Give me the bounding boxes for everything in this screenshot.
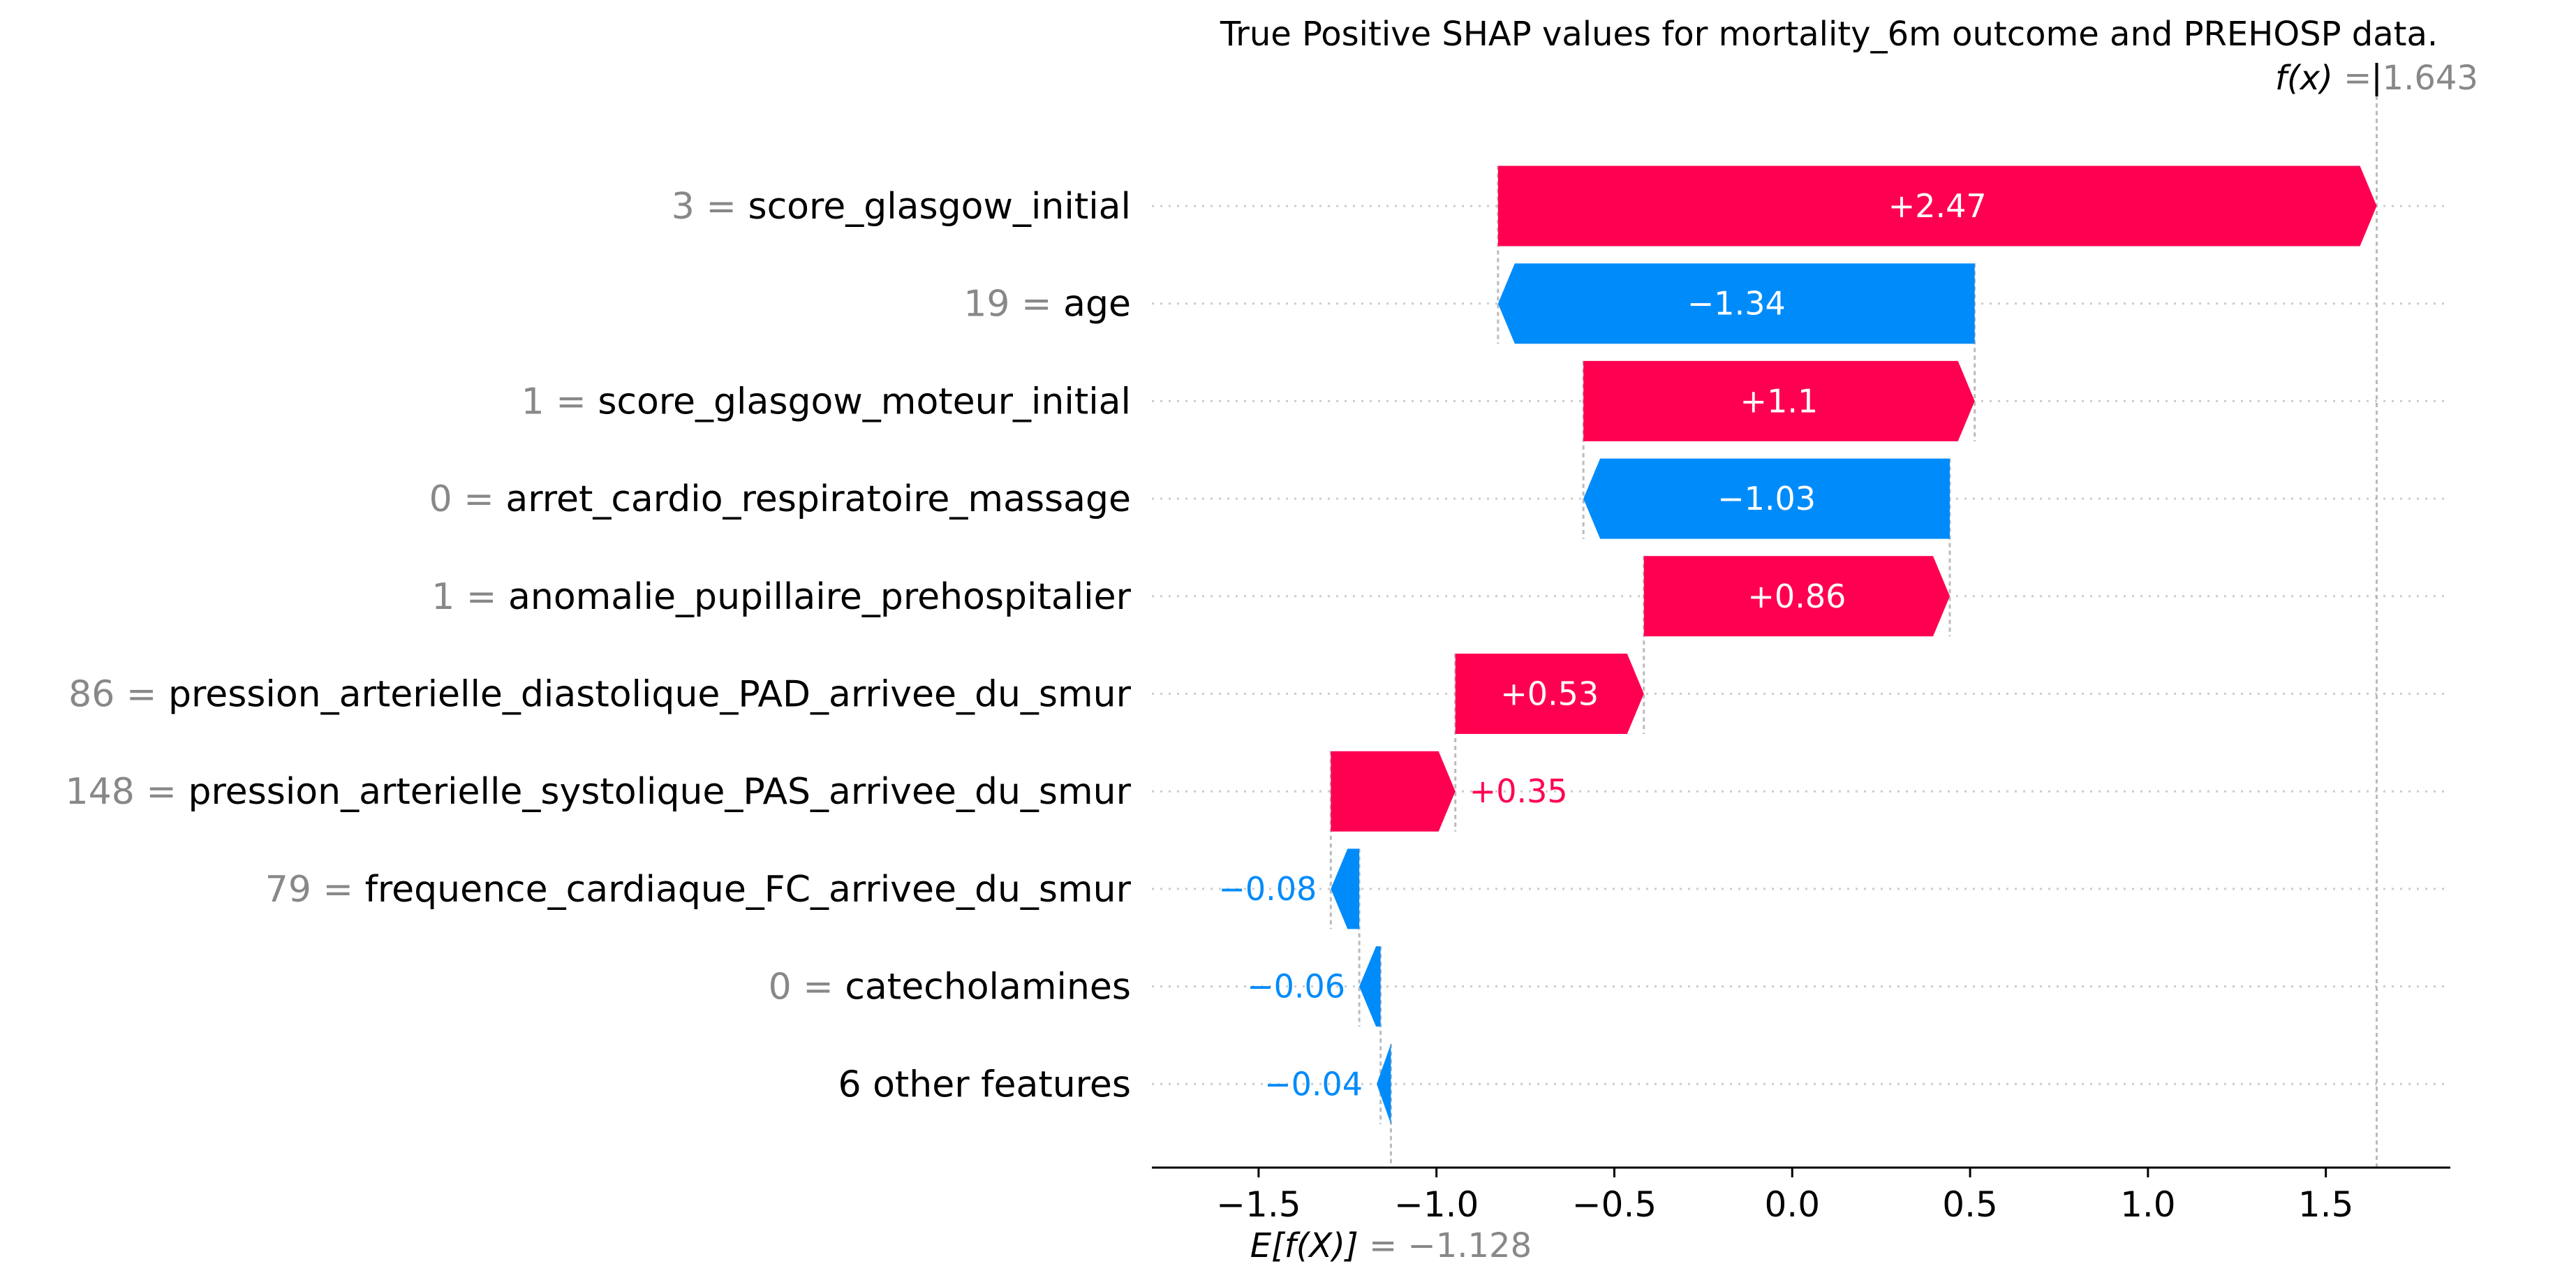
x-tick-label: 0.5 bbox=[1942, 1184, 1998, 1225]
feature-label: 148 = pression_arterielle_systolique_PAS… bbox=[66, 771, 1132, 813]
feature-label: 79 = frequence_cardiaque_FC_arrivee_du_s… bbox=[265, 869, 1132, 911]
x-tick-label: −1.5 bbox=[1216, 1184, 1301, 1225]
bar-value-label: −1.34 bbox=[1687, 285, 1786, 323]
bar-value-label: +0.53 bbox=[1500, 675, 1599, 713]
waterfall-bar bbox=[1583, 360, 1975, 441]
feature-label: 19 = age bbox=[963, 284, 1131, 325]
feature-name: score_glasgow_initial bbox=[748, 186, 1132, 228]
waterfall-bar bbox=[1331, 848, 1360, 929]
base-value-label: E[f(X)] = −1.128 bbox=[1250, 1226, 1532, 1265]
feature-name: 6 other features bbox=[838, 1064, 1131, 1105]
feature-name: frequence_cardiaque_FC_arrivee_du_smur bbox=[365, 869, 1132, 911]
bar-value-label: −0.08 bbox=[1218, 870, 1317, 908]
feature-value: 0 = bbox=[429, 478, 506, 520]
feature-value: 79 = bbox=[265, 869, 365, 911]
x-tick-label: 0.0 bbox=[1764, 1184, 1820, 1225]
feature-label: 1 = anomalie_pupillaire_prehospitalier bbox=[431, 576, 1131, 618]
feature-name: pression_arterielle_diastolique_PAD_arri… bbox=[168, 674, 1132, 716]
bar-value-label: +1.1 bbox=[1740, 382, 1819, 420]
feature-name: age bbox=[1063, 284, 1131, 325]
bar-value-label: −0.06 bbox=[1247, 968, 1345, 1006]
feature-label: 3 = score_glasgow_initial bbox=[672, 186, 1131, 228]
x-tick-label: −1.0 bbox=[1394, 1184, 1479, 1225]
feature-label: 6 other features bbox=[838, 1064, 1131, 1105]
feature-name: catecholamines bbox=[845, 966, 1131, 1008]
bar-value-label: +0.35 bbox=[1470, 772, 1568, 810]
waterfall-bar bbox=[1583, 458, 1950, 539]
feature-value: 148 = bbox=[66, 771, 188, 813]
x-tick-label: −0.5 bbox=[1572, 1184, 1657, 1225]
feature-label: 0 = catecholamines bbox=[769, 966, 1131, 1008]
chart-title: True Positive SHAP values for mortality_… bbox=[1220, 15, 2438, 54]
waterfall-bar bbox=[1643, 556, 1950, 637]
feature-label: 1 = score_glasgow_moteur_initial bbox=[521, 381, 1131, 422]
output-value-label: f(x) = 1.643 bbox=[2275, 59, 2478, 98]
feature-value: 1 = bbox=[431, 576, 508, 618]
feature-label: 86 = pression_arterielle_diastolique_PAD… bbox=[68, 674, 1131, 716]
waterfall-bar bbox=[1455, 654, 1644, 734]
bar-value-label: −0.04 bbox=[1264, 1065, 1363, 1103]
feature-value: 1 = bbox=[521, 381, 598, 422]
feature-value: 86 = bbox=[68, 674, 168, 716]
bar-value-label: −1.03 bbox=[1717, 480, 1816, 517]
feature-name: anomalie_pupillaire_prehospitalier bbox=[508, 576, 1132, 618]
waterfall-bar bbox=[1497, 263, 1975, 344]
waterfall-bar bbox=[1359, 946, 1381, 1027]
output-value-symbol: f(x) bbox=[2275, 59, 2344, 98]
feature-value: 19 = bbox=[963, 284, 1063, 325]
output-value-number: = 1.643 bbox=[2344, 59, 2478, 98]
feature-value: 3 = bbox=[672, 186, 748, 228]
feature-name: score_glasgow_moteur_initial bbox=[598, 381, 1131, 422]
bar-value-label: +0.86 bbox=[1747, 578, 1846, 615]
waterfall-bar bbox=[1377, 1043, 1391, 1124]
x-tick-label: 1.5 bbox=[2298, 1184, 2354, 1225]
feature-label: 0 = arret_cardio_respiratoire_massage bbox=[429, 478, 1131, 520]
x-tick-label: 1.0 bbox=[2120, 1184, 2176, 1225]
feature-name: arret_cardio_respiratoire_massage bbox=[505, 478, 1131, 520]
waterfall-bar bbox=[1331, 751, 1456, 832]
bar-value-label: +2.47 bbox=[1888, 187, 1987, 225]
waterfall-bar bbox=[1497, 166, 2377, 247]
feature-name: pression_arterielle_systolique_PAS_arriv… bbox=[188, 771, 1131, 813]
feature-value: 0 = bbox=[769, 966, 845, 1008]
base-value-number: = −1.128 bbox=[1369, 1226, 1532, 1265]
base-value-symbol: E[f(X)] bbox=[1250, 1226, 1369, 1265]
